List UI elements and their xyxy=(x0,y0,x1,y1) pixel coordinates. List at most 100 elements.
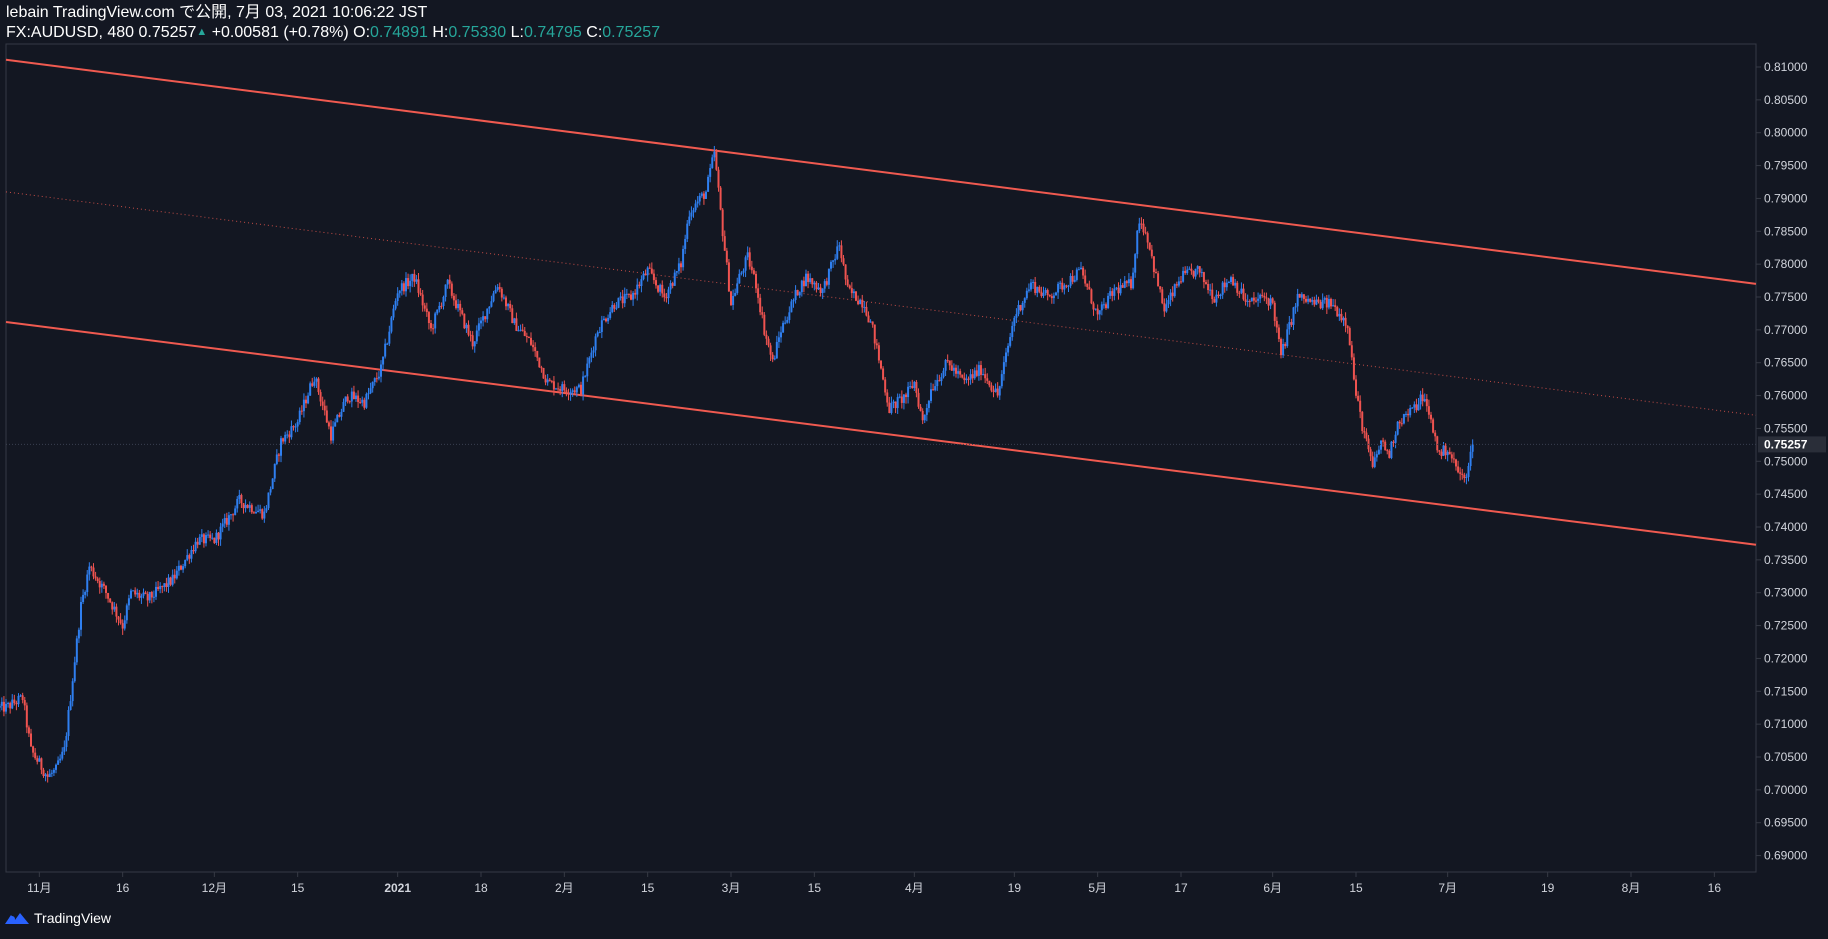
candle-body xyxy=(765,334,768,339)
candle xyxy=(171,569,174,587)
candle-body xyxy=(1442,445,1445,456)
candle-body xyxy=(1119,285,1122,294)
candle xyxy=(621,289,624,309)
candle xyxy=(461,307,464,316)
candle xyxy=(946,354,949,363)
candle xyxy=(921,408,924,425)
candle xyxy=(977,361,980,381)
candle-body xyxy=(675,271,678,273)
price-chart[interactable]: 0.81000 0.80500 0.80000 0.79500 0.79000 0.785… xyxy=(0,0,1828,905)
candle-body xyxy=(723,236,726,251)
candle-body xyxy=(348,401,351,403)
candle xyxy=(357,390,360,408)
candle-body xyxy=(271,478,274,489)
channel-middle-line[interactable] xyxy=(5,191,1757,416)
channel-lower-line[interactable] xyxy=(5,320,1757,546)
candle-body xyxy=(400,283,403,291)
candle xyxy=(1455,458,1457,471)
candle xyxy=(663,288,666,302)
parallel-channel[interactable] xyxy=(5,58,1757,546)
candle-body xyxy=(344,396,347,403)
candle xyxy=(1465,473,1468,485)
candle xyxy=(242,503,245,514)
candle-body xyxy=(84,591,87,595)
candle-body xyxy=(1194,268,1197,277)
candle xyxy=(967,376,970,386)
candle xyxy=(796,289,799,296)
candle-body xyxy=(1144,232,1147,234)
candle-body xyxy=(550,381,553,383)
x-tick-label: 4月 xyxy=(905,881,924,895)
candle-body xyxy=(721,209,724,237)
candle-body xyxy=(134,590,137,595)
candle-body xyxy=(1257,298,1260,301)
candle xyxy=(1052,292,1055,304)
candle xyxy=(934,379,937,392)
x-tick-label: 3月 xyxy=(722,881,741,895)
candle xyxy=(1196,265,1199,275)
candle-body xyxy=(830,261,832,269)
candle-body xyxy=(955,367,957,374)
candle-body xyxy=(1315,299,1318,305)
candle xyxy=(1342,316,1345,327)
candle xyxy=(1146,231,1149,249)
candle-body xyxy=(388,331,391,344)
candle xyxy=(569,388,572,401)
low-label: L: xyxy=(510,24,524,41)
candle-body xyxy=(19,695,22,697)
candle xyxy=(1296,288,1299,312)
footer-brand[interactable]: TradingView xyxy=(4,910,111,926)
candle-body xyxy=(73,662,76,682)
candle xyxy=(763,312,766,337)
candle xyxy=(119,613,122,625)
candle xyxy=(196,537,199,549)
candle-body xyxy=(717,169,720,188)
candle-body xyxy=(442,296,445,306)
candle-body xyxy=(2,701,5,712)
candle xyxy=(873,324,876,350)
candle-body xyxy=(494,289,497,294)
candle-body xyxy=(1038,286,1041,292)
candle xyxy=(44,772,47,782)
candle xyxy=(748,247,751,270)
candle xyxy=(575,385,578,397)
time-axis[interactable]: 11月 16 12月 15 2021 18 2月 15 3月 15 4月 19 5月 17 6月 15 7月 19… xyxy=(27,872,1721,895)
candle xyxy=(1417,398,1420,411)
candle-body xyxy=(209,534,212,538)
candle xyxy=(13,694,16,706)
candle-body xyxy=(942,370,945,378)
candle-body xyxy=(1457,466,1460,473)
candle xyxy=(1034,276,1037,296)
candle xyxy=(1232,273,1235,286)
channel-upper-line[interactable] xyxy=(5,58,1757,285)
candle-body xyxy=(607,317,610,322)
x-tick-label: 7月 xyxy=(1438,881,1457,895)
candle-body xyxy=(446,279,449,285)
candle-body xyxy=(1236,282,1239,293)
candle xyxy=(559,386,562,396)
candle xyxy=(927,399,930,413)
candle-body xyxy=(973,370,976,379)
candle xyxy=(769,342,772,362)
candle xyxy=(709,163,712,183)
candle-body xyxy=(707,176,710,192)
candle-body xyxy=(625,293,628,295)
candle xyxy=(702,191,705,205)
candle xyxy=(419,288,422,296)
candle xyxy=(665,293,668,303)
candle-body xyxy=(621,296,624,304)
candle-body xyxy=(382,356,385,365)
candle-body xyxy=(115,606,118,617)
candle xyxy=(646,266,649,282)
candle xyxy=(738,269,741,284)
candle xyxy=(1334,299,1337,312)
candle-body xyxy=(894,401,897,409)
candle xyxy=(917,388,920,409)
candle xyxy=(1117,282,1120,300)
candle-body xyxy=(542,367,545,379)
price-axis[interactable]: 0.81000 0.80500 0.80000 0.79500 0.79000 0.785… xyxy=(1756,60,1808,863)
candle xyxy=(1127,273,1130,287)
candle xyxy=(809,273,812,284)
candle xyxy=(182,563,185,573)
candle xyxy=(413,269,416,287)
